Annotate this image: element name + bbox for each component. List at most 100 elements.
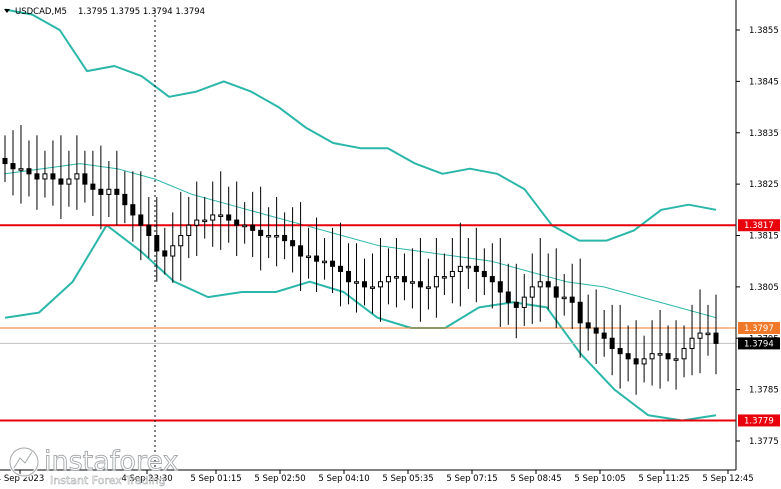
candle — [170, 212, 176, 283]
level-tag-1-label: 1.3817 — [744, 221, 774, 231]
candle-body — [250, 224, 256, 231]
time-tick-label: 5 Sep 07:15 — [446, 474, 497, 484]
time-tick-label: 5 Sep 08:45 — [510, 474, 561, 484]
candle-body — [401, 276, 407, 283]
candle-body — [705, 332, 711, 336]
candle-body — [417, 281, 423, 288]
time-tick-label: 5 Sep 04:10 — [318, 474, 369, 484]
candle — [258, 186, 264, 271]
candle-body — [673, 358, 679, 361]
candle — [361, 258, 367, 306]
candle-body — [322, 260, 328, 264]
candle — [569, 263, 575, 330]
candle-body — [346, 270, 352, 283]
candle — [601, 309, 607, 357]
candle — [282, 212, 288, 260]
candle-body — [18, 168, 24, 171]
candle — [529, 253, 535, 324]
candle — [354, 243, 360, 313]
candle-body — [106, 188, 112, 195]
candle-body — [465, 265, 471, 269]
candle — [513, 263, 519, 339]
candle — [194, 181, 200, 257]
candle-body — [625, 353, 631, 360]
candle — [505, 263, 511, 325]
level-tag-2-label: 1.3779 — [744, 416, 774, 426]
candle-body — [178, 235, 184, 247]
candle-body — [369, 286, 375, 289]
candle — [106, 161, 112, 218]
candle — [681, 325, 687, 378]
candle — [50, 140, 56, 206]
candle-body — [561, 296, 567, 300]
candle-body — [649, 353, 655, 360]
candle-body — [306, 255, 312, 259]
candle-body — [290, 240, 296, 247]
price-tick-label: 1.3805 — [749, 283, 779, 293]
candle-body — [689, 337, 695, 350]
candle — [657, 309, 663, 389]
candle — [673, 320, 679, 390]
candle — [218, 171, 224, 250]
price-tick-label: 1.3845 — [749, 77, 779, 87]
candle — [401, 253, 407, 301]
candle — [114, 150, 120, 226]
candle-body — [26, 168, 32, 175]
watermark-brand: instaforex — [44, 446, 178, 477]
candle — [385, 248, 391, 305]
candle-body — [473, 265, 479, 272]
candle-body — [553, 286, 559, 298]
instaforex-logo-icon — [8, 446, 40, 478]
candle-body — [2, 157, 8, 165]
candle-body — [218, 214, 224, 217]
candle-body — [130, 204, 136, 216]
candle — [561, 274, 567, 316]
level-tag-1-background — [738, 219, 780, 232]
support-resistance-levels — [0, 224, 736, 422]
candle-body — [50, 173, 56, 180]
symbol-dropdown-icon[interactable] — [4, 9, 10, 13]
candle — [433, 238, 439, 318]
candle — [90, 150, 96, 216]
price-line-tag-background — [738, 321, 780, 334]
candle-body — [226, 214, 232, 221]
candle — [18, 125, 24, 204]
candle-body — [641, 358, 647, 365]
candle-body — [266, 235, 272, 238]
candle — [537, 238, 543, 322]
candle — [393, 238, 399, 308]
time-tick-label: 5 Sep 01:15 — [190, 474, 241, 484]
candle — [553, 248, 559, 328]
candle-body — [282, 235, 288, 242]
time-tick-label: 5 Sep 10:05 — [574, 474, 625, 484]
candle — [58, 135, 64, 220]
bollinger-bands — [4, 8, 717, 422]
candle-body — [513, 301, 519, 308]
time-tick-label: 4 Sep 23:30 — [121, 474, 172, 484]
candle-body — [577, 301, 583, 324]
candle-body — [314, 255, 320, 262]
candle — [417, 238, 423, 322]
price-tick-label: 1.3825 — [749, 180, 779, 190]
candle-body — [98, 188, 104, 195]
candle-body — [665, 353, 671, 360]
candle-body — [529, 286, 535, 298]
candle-body — [58, 178, 64, 185]
candle-body — [545, 281, 551, 288]
candle — [593, 289, 599, 364]
candle — [186, 196, 192, 259]
price-line-tag-label: 1.3797 — [744, 324, 774, 334]
time-tick-label: 5 Sep 12:45 — [702, 474, 753, 484]
time-tick-label: 5 Sep 11:25 — [638, 474, 689, 484]
candle — [266, 207, 272, 259]
candle — [457, 222, 463, 307]
price-tick-label: 1.3855 — [749, 26, 779, 36]
candle — [441, 253, 447, 296]
candle-body — [34, 173, 40, 180]
candle-body — [457, 265, 463, 272]
candle-body — [489, 276, 495, 283]
candle — [705, 304, 711, 356]
candle-body — [42, 173, 48, 180]
